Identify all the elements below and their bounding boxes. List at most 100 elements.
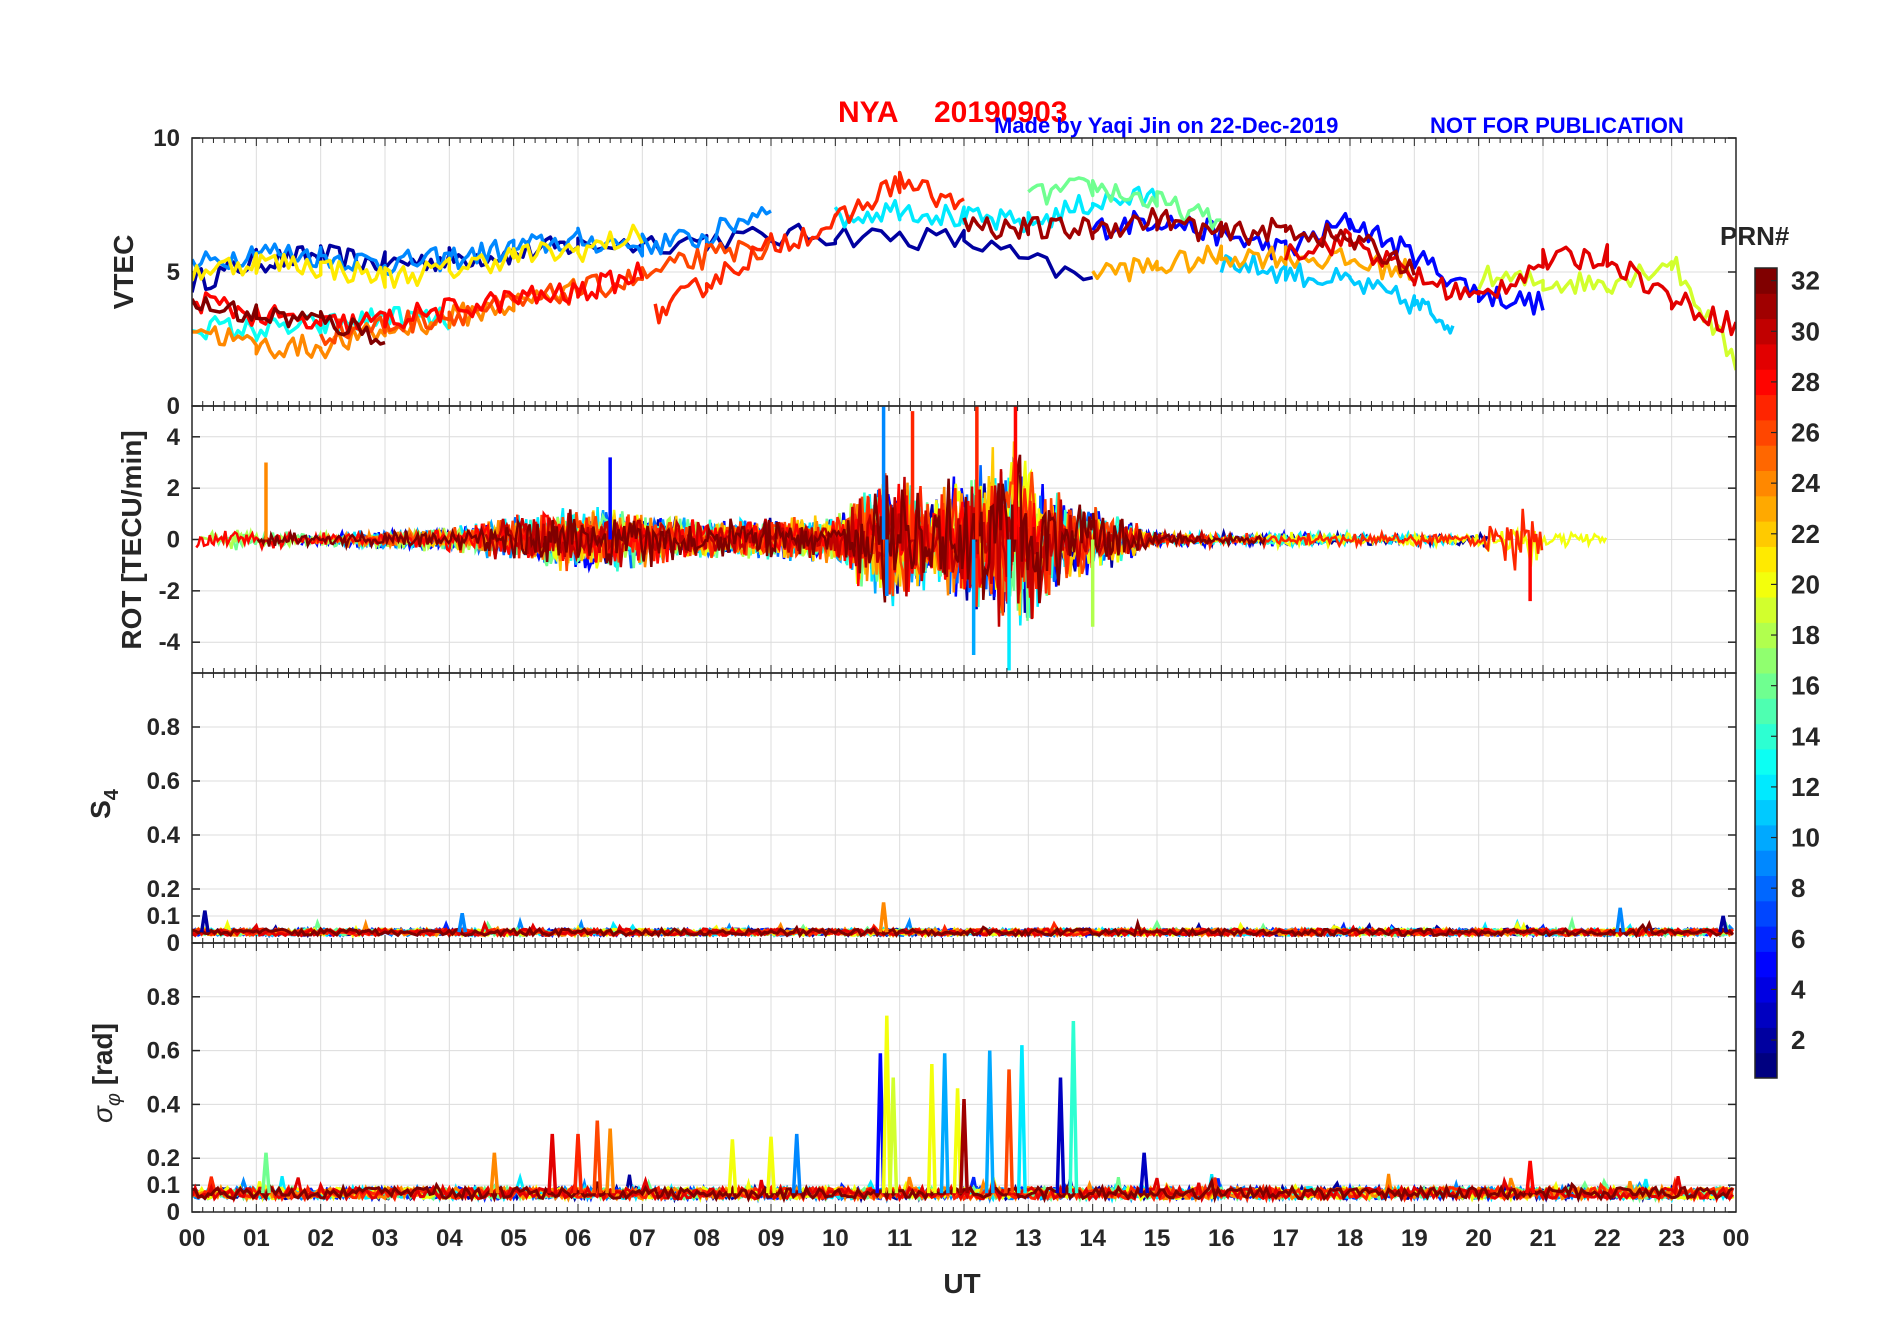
colorbar-tick-label: 6	[1791, 924, 1805, 954]
x-tick-label: 21	[1530, 1225, 1557, 1252]
rot-axis-title: ROT [TECU/min]	[116, 430, 147, 649]
s4-series-prn-32	[192, 917, 1734, 939]
colorbar-swatch	[1755, 597, 1777, 623]
colorbar-tick-label: 2	[1791, 1025, 1805, 1055]
y-tick-label: 0	[167, 1199, 180, 1226]
x-tick-label: 04	[436, 1225, 463, 1252]
vtec-series-prn-9	[192, 206, 772, 277]
x-tick-label: 16	[1208, 1225, 1235, 1252]
sigma_phi-spike-prn-3	[1055, 1077, 1066, 1194]
x-tick-label: 01	[243, 1225, 270, 1252]
colorbar-swatch	[1755, 318, 1777, 345]
vtec-series-prn-27	[653, 170, 965, 325]
y-tick-label: -2	[159, 578, 180, 605]
y-tick-label: 2	[167, 475, 180, 502]
y-tick-label: 0.8	[147, 984, 180, 1011]
colorbar-tick-label: 18	[1791, 620, 1820, 650]
colorbar-tick-label: 26	[1791, 418, 1820, 448]
sigma_phi-spike-prn-28	[1525, 1160, 1536, 1194]
x-tick-label: 22	[1594, 1225, 1621, 1252]
x-tick-label: 05	[500, 1225, 527, 1252]
sigma_phi-spike-prn-20	[952, 1088, 963, 1194]
colorbar-swatch	[1755, 951, 1777, 978]
colorbar-swatch	[1755, 293, 1777, 320]
colorbar-swatch	[1755, 369, 1777, 396]
x-tick-label: 07	[629, 1225, 656, 1252]
sigma_phi-spike-prn-24	[605, 1128, 616, 1194]
plot-title-station: NYA	[838, 96, 899, 129]
sigma_phi-spike-prn-26	[592, 1120, 603, 1194]
colorbar-swatch	[1755, 546, 1777, 573]
colorbar-title: PRN#	[1720, 221, 1790, 251]
colorbar-swatch	[1755, 900, 1777, 927]
data-layer	[192, 1015, 1735, 1204]
s4-spike-prn-9	[1615, 907, 1626, 933]
y-tick-label: 0	[167, 527, 180, 554]
colorbar-swatch	[1755, 419, 1777, 446]
sigma_phi-spike-prn-24	[489, 1152, 500, 1194]
sigma_phi-spike-prn-20	[926, 1064, 937, 1194]
y-tick-label: 0.6	[147, 1038, 180, 1065]
sigma_phi-spike-prn-16	[261, 1152, 271, 1194]
vtec-series-prn-16	[1027, 176, 1222, 231]
colorbar-swatch	[1755, 521, 1777, 547]
colorbar-swatch	[1755, 343, 1777, 370]
x-tick-label: 09	[758, 1225, 785, 1252]
rot-panel: -4 -2 0 2 4	[159, 405, 1737, 674]
x-tick-label: 00	[179, 1225, 206, 1252]
s4-spike-prn-2	[199, 910, 210, 933]
x-tick-label: 23	[1658, 1225, 1685, 1252]
y-tick-label: 0.1	[147, 1172, 180, 1199]
data-layer	[192, 170, 1736, 371]
x-tick-label: 20	[1465, 1225, 1492, 1252]
vtec-series-prn-29	[1284, 228, 1736, 337]
colorbar-swatch	[1755, 698, 1777, 725]
colorbar-tick-label: 10	[1791, 823, 1820, 853]
x-tick-label: 11	[887, 1225, 912, 1252]
vtec-panel: 0 5 10	[153, 125, 1737, 420]
sigma_phi-spike-prn-9	[791, 1133, 802, 1194]
colorbar-swatch	[1755, 445, 1777, 471]
colorbar-swatch	[1755, 1002, 1777, 1028]
colorbar-swatch	[1755, 875, 1777, 902]
colorbar-swatch	[1755, 268, 1777, 294]
sigma_phi-spike-prn-20	[881, 1015, 892, 1194]
vtec-series-prn-11	[1219, 253, 1455, 335]
colorbar-swatch	[1755, 1052, 1777, 1079]
colorbar-tick-label: 12	[1791, 772, 1820, 802]
colorbar-swatch	[1755, 622, 1777, 649]
colorbar-swatch	[1755, 926, 1777, 952]
plot-title-date: 20190903	[934, 96, 1067, 129]
colorbar-swatch	[1755, 673, 1777, 699]
vtec-series-prn-21	[192, 223, 644, 289]
sigma_phi-spike-prn-19	[888, 1077, 899, 1194]
colorbar-swatch	[1755, 824, 1777, 851]
colorbar-swatch	[1755, 976, 1777, 1003]
x-tick-label: 13	[1015, 1225, 1042, 1252]
sigma_phi-spike-prn-29	[547, 1133, 558, 1194]
colorbar-tick-label: 22	[1791, 519, 1820, 549]
sigma-phi-axis-title: σφ [rad]	[87, 1023, 125, 1123]
colorbar-frame	[1754, 267, 1778, 1079]
colorbar-tick-label: 8	[1791, 873, 1805, 903]
colorbar-swatch	[1755, 571, 1777, 598]
y-tick-label: 0.4	[147, 1091, 181, 1118]
colorbar-swatch	[1755, 394, 1777, 421]
y-tick-label: 0.2	[147, 876, 180, 903]
x-tick-label: 12	[951, 1225, 978, 1252]
colorbar-tick-label: 20	[1791, 569, 1820, 599]
x-axis-title: UT	[943, 1268, 980, 1299]
y-tick-label: 0	[167, 930, 180, 957]
y-tick-label: 5	[167, 259, 180, 286]
s4-spike-prn-24	[878, 902, 889, 933]
sigma_phi-spike-prn-20	[766, 1136, 776, 1194]
colorbar-swatch	[1755, 799, 1777, 826]
sigma_phi-spike-prn-14	[1068, 1020, 1079, 1194]
colorbar-tick-label: 16	[1791, 671, 1820, 701]
colorbar-swatch	[1755, 647, 1777, 674]
sigma_phi-spike-prn-31	[959, 1098, 969, 1194]
colorbar-tick-label: 32	[1791, 266, 1820, 296]
colorbar-swatch	[1755, 495, 1777, 522]
data-layer	[192, 902, 1735, 939]
